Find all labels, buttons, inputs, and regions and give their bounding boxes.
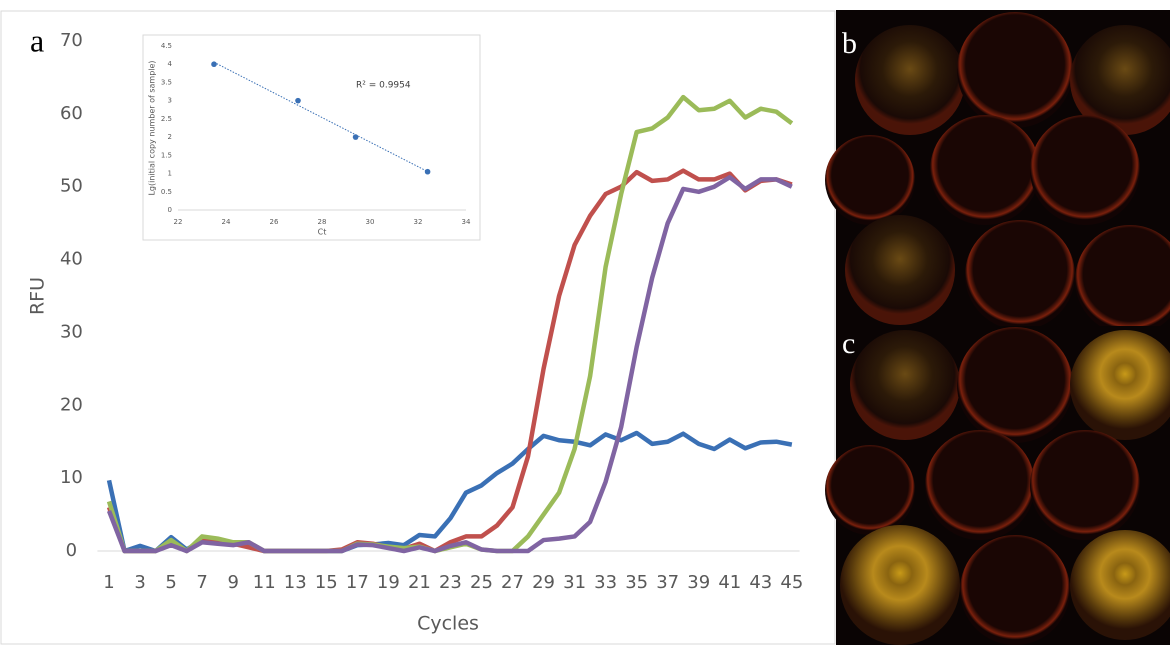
panel-label: a [30, 22, 44, 58]
y-tick-label: 4 [168, 60, 173, 68]
panel-label: b [842, 27, 857, 60]
x-tick-label: 13 [284, 572, 307, 593]
trendline [213, 61, 428, 172]
x-tick-label: 7 [196, 572, 207, 593]
y-tick-label: 60 [60, 103, 83, 124]
x-tick-label: 33 [594, 572, 617, 593]
x-tick-label: 30 [366, 218, 375, 226]
y-axis-title: RFU [27, 277, 49, 315]
series-line [106, 174, 793, 554]
y-tick-label: 30 [60, 321, 83, 342]
y-tick-label: 0 [66, 540, 77, 561]
x-tick-label: 34 [462, 218, 471, 226]
x-tick-label: 37 [656, 572, 679, 593]
y-tick-label: 0 [168, 206, 172, 214]
y-tick-label: 40 [60, 249, 83, 270]
y-tick-label: 1.5 [161, 151, 172, 159]
inset-frame [142, 34, 481, 241]
micrograph-c: c [825, 326, 1170, 645]
x-tick-label: 17 [346, 572, 369, 593]
x-tick-label: 32 [414, 218, 423, 226]
x-tick-label: 1 [103, 572, 114, 593]
y-tick-label: 1 [168, 170, 172, 178]
x-tick-label: 26 [270, 218, 279, 226]
y-tick-label: 20 [60, 394, 83, 415]
micrograph-b: b [825, 10, 1170, 335]
y-tick-label: 2 [168, 133, 172, 141]
y-tick-label: 3 [168, 97, 172, 105]
y-tick-label: 4.5 [161, 42, 172, 50]
x-tick-label: 9 [227, 572, 238, 593]
x-tick-label: 3 [134, 572, 145, 593]
x-tick-label: 25 [470, 572, 493, 593]
x-tick-label: 11 [253, 572, 276, 593]
x-tick-label: 45 [780, 572, 803, 593]
x-tick-label: 19 [377, 572, 400, 593]
point [424, 168, 431, 175]
y-tick-label: 50 [60, 176, 83, 197]
inset-y-title: Lg(initial copy number of sample) [148, 60, 157, 195]
x-tick-label: 21 [408, 572, 431, 593]
x-tick-label: 31 [563, 572, 586, 593]
y-tick-label: 3.5 [161, 78, 172, 86]
inset-chart: 0 0.5 1 1.5 2 2.5 3 3.5 4 4.5 22 24 26 28 30 32 34 [161, 42, 471, 226]
point [211, 61, 217, 68]
x-tick-label: 43 [749, 572, 772, 593]
y-tick-label: 2.5 [161, 115, 172, 123]
inset-annotation: R² = 0.9954 [356, 81, 411, 91]
x-tick-label: 27 [501, 572, 524, 593]
x-tick-label: 15 [315, 572, 338, 593]
x-tick-label: 28 [318, 218, 327, 226]
x-tick-label: 24 [222, 218, 231, 226]
inset-x-title: Ct [318, 228, 327, 237]
panel-label: c [842, 327, 855, 360]
x-axis-title: Cycles [417, 613, 479, 635]
x-tick-label: 29 [532, 572, 555, 593]
point [352, 134, 359, 140]
point [295, 97, 301, 104]
x-tick-label: 22 [174, 218, 183, 226]
y-tick-label: 0.5 [161, 188, 172, 196]
x-tick-label: 41 [718, 572, 741, 593]
x-tick-label: 23 [439, 572, 462, 593]
y-tick-label: 70 [60, 30, 83, 51]
x-tick-label: 5 [165, 572, 176, 593]
x-tick-label: 39 [687, 572, 710, 593]
x-tick-label: 35 [625, 572, 648, 593]
y-tick-label: 10 [60, 467, 83, 488]
